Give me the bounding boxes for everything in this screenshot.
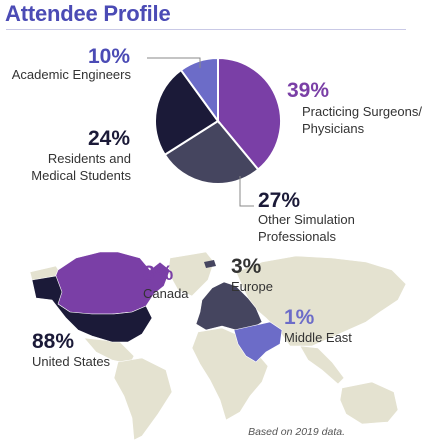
pie-slice-other-simulation [163, 119, 260, 185]
pie-slice-surgeons [217, 56, 282, 171]
southeast-asia-shape [299, 345, 345, 385]
middle-east-shape [233, 321, 283, 363]
south-america-shape [113, 357, 173, 441]
title-divider [6, 29, 406, 30]
footnote: Based on 2019 data. [248, 426, 345, 438]
pie-label-other-simulation-pct: 27% [258, 189, 301, 212]
map-label-canada-name: Canada [143, 286, 189, 301]
pie-label-residents-line2: Medical Students [31, 168, 131, 183]
pie-label-surgeons-pct: 39% [287, 79, 330, 102]
pie-label-other-simulation-line2: Professionals [258, 229, 337, 244]
united-states-shape [31, 275, 153, 343]
pie-slice-residents [154, 68, 220, 157]
australia-shape [339, 381, 399, 425]
pie-label-surgeons-line2: Physicians [302, 121, 365, 136]
map-label-canada-pct: 8% [143, 262, 174, 285]
leader-other-simulation [239, 176, 254, 207]
map-label-united-states-pct: 88% [32, 330, 75, 353]
map-label-middle-east-pct: 1% [284, 306, 315, 329]
map-label-united-states-name: United States [32, 354, 111, 369]
leader-academic-engineers [147, 57, 201, 68]
page-title: Attendee Profile [5, 1, 171, 26]
pie-label-academic-engineers-name: Academic Engineers [11, 67, 131, 82]
pie-slice-academic-engineers [179, 56, 219, 125]
pie-label-residents-line1: Residents and [47, 151, 131, 166]
pie-label-academic-engineers-pct: 10% [87, 45, 130, 68]
pie-label-other-simulation-line1: Other Simulation [258, 212, 355, 227]
greenland-shape [167, 251, 215, 297]
map-label-europe-name: Europe [231, 279, 273, 294]
pie-label-surgeons-line1: Practicing Surgeons/ [302, 104, 422, 119]
map-label-europe-pct: 3% [231, 255, 262, 278]
pie-label-residents-pct: 24% [87, 127, 130, 150]
iceland-shape [204, 260, 216, 268]
map-label-middle-east-name: Middle East [284, 330, 352, 345]
russia-asia-shape [235, 255, 407, 347]
